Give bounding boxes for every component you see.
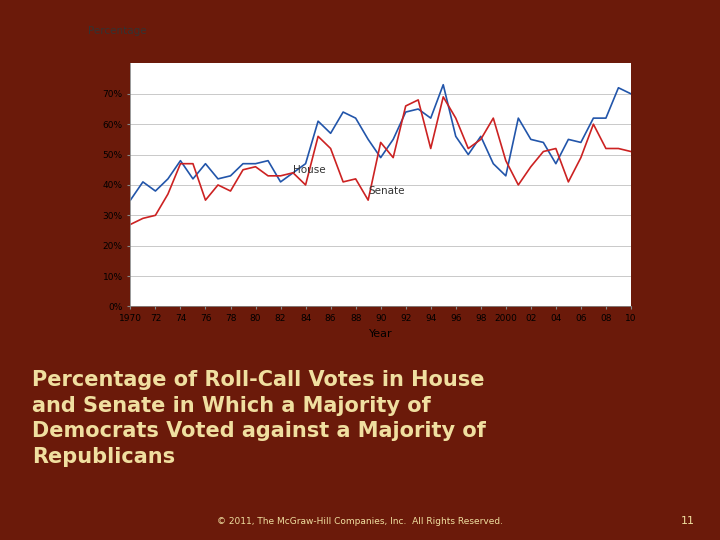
Text: © 2011, The McGraw-Hill Companies, Inc.  All Rights Reserved.: © 2011, The McGraw-Hill Companies, Inc. … <box>217 517 503 526</box>
Text: Percentage: Percentage <box>88 26 146 36</box>
X-axis label: Year: Year <box>369 329 392 339</box>
Text: Percentage of Roll-Call Votes in House
and Senate in Which a Majority of
Democra: Percentage of Roll-Call Votes in House a… <box>32 370 486 467</box>
Text: House: House <box>293 165 325 175</box>
Text: Senate: Senate <box>368 186 405 196</box>
Text: 11: 11 <box>681 516 695 526</box>
